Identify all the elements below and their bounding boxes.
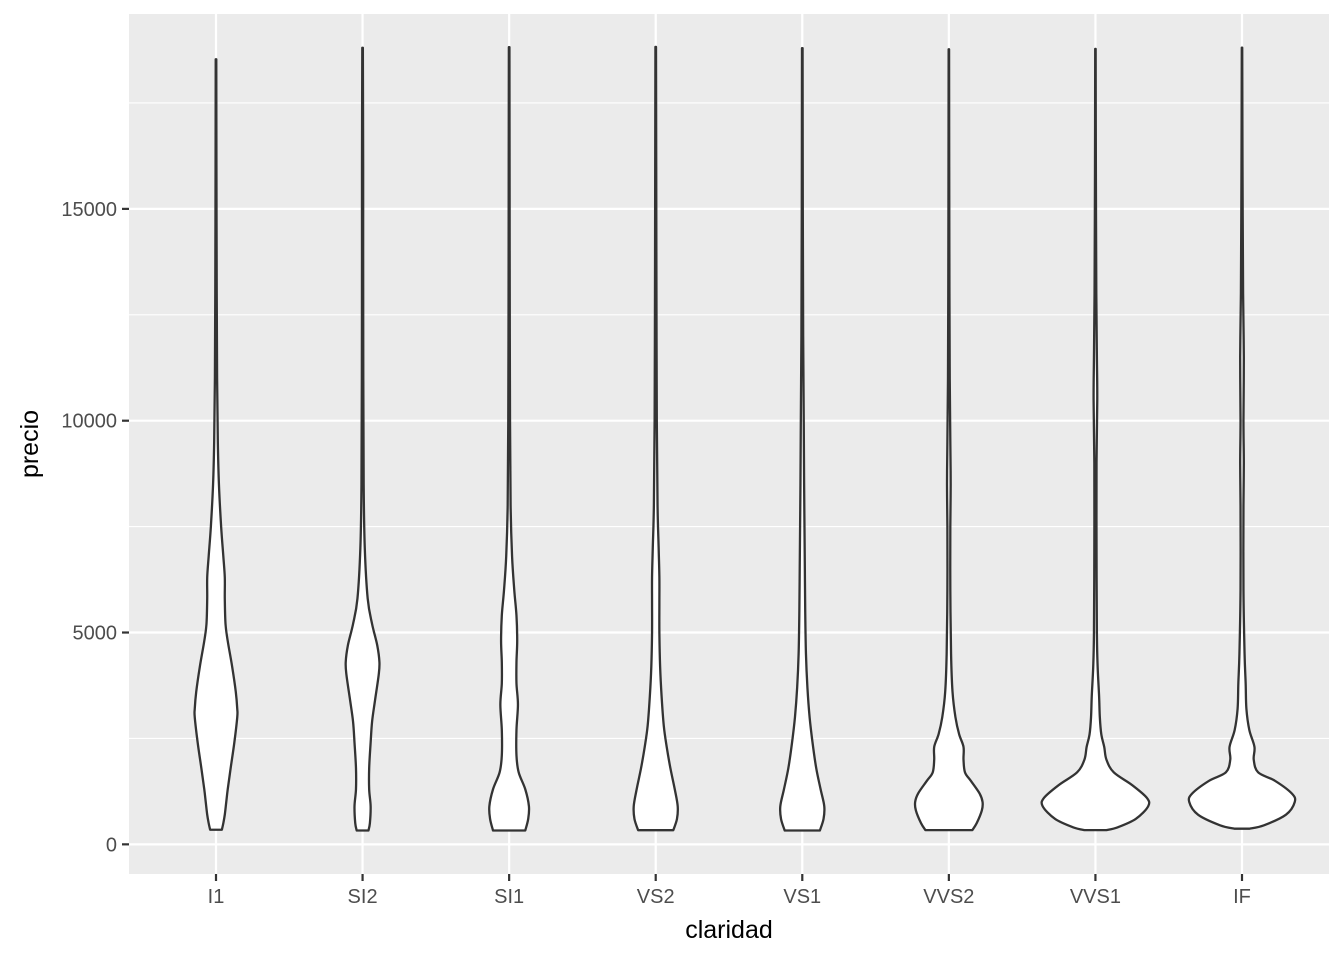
violin-vvs1 <box>1040 47 1151 832</box>
x-tick-label-vs2: VS2 <box>637 886 675 908</box>
x-tick-label-vvs2: VVS2 <box>923 886 974 908</box>
y-tick-label: 15000 <box>61 199 117 221</box>
y-axis: 0 5000 10000 15000 <box>61 199 129 856</box>
x-tick-label-i1: I1 <box>208 886 225 908</box>
x-tick-label-if: IF <box>1233 886 1251 908</box>
violin-if <box>1187 46 1297 830</box>
violin-si1 <box>488 45 531 832</box>
plot-panel <box>129 14 1329 874</box>
y-axis-title: precio <box>16 410 44 478</box>
y-tick-label: 5000 <box>73 623 118 645</box>
x-tick-label-si1: SI1 <box>494 886 524 908</box>
x-tick-label-vs1: VS1 <box>783 886 821 908</box>
x-tick-label-vvs1: VVS1 <box>1070 886 1121 908</box>
x-tick-label-si2: SI2 <box>348 886 378 908</box>
y-tick-label: 10000 <box>61 411 117 433</box>
violin-vvs2 <box>913 48 984 832</box>
violin-layer <box>193 45 1297 832</box>
violin-i1 <box>193 58 239 831</box>
violin-vs1 <box>778 46 826 832</box>
y-tick-label: 0 <box>106 834 117 856</box>
violin-vs2 <box>632 45 679 832</box>
x-axis-title: claridad <box>685 916 773 944</box>
minor-gridlines <box>129 102 1329 739</box>
violin-si2 <box>344 46 381 832</box>
x-axis: I1 SI2 SI1 VS2 VS1 VVS2 VVS1 IF <box>208 874 1251 908</box>
